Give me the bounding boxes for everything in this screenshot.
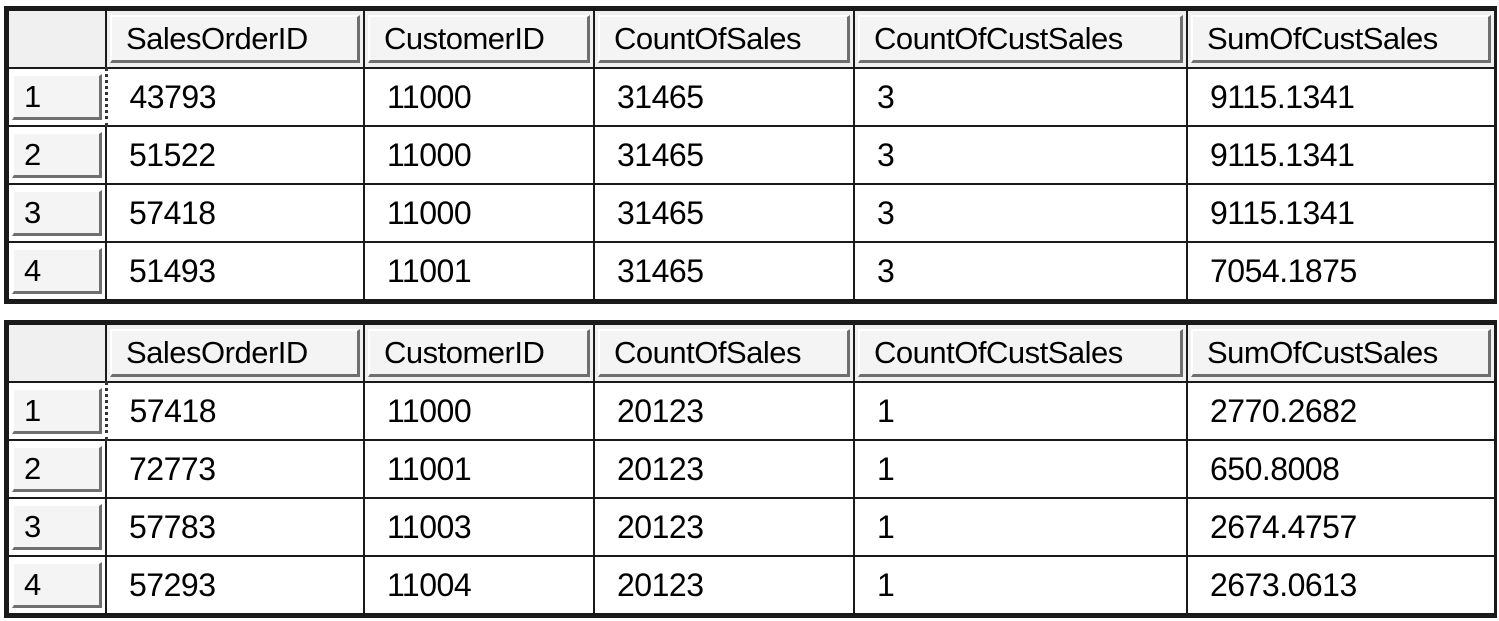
- corner-cell[interactable]: [7, 323, 107, 383]
- row-header[interactable]: 4: [7, 241, 107, 301]
- row-header[interactable]: 3: [7, 183, 107, 243]
- cell-countofsales[interactable]: 31465: [593, 241, 855, 301]
- results-table: SalesOrderID CustomerID CountOfSales Cou…: [7, 323, 1496, 615]
- column-header-salesorderid[interactable]: SalesOrderID: [105, 9, 365, 69]
- table-row: 1 57418 11000 20123 1 2770.2682: [7, 381, 1496, 441]
- table-row: 2 72773 11001 20123 1 650.8008: [7, 439, 1496, 499]
- corner-cell[interactable]: [7, 9, 107, 69]
- cell-countofcustsales[interactable]: 1: [853, 381, 1188, 441]
- header-row: SalesOrderID CustomerID CountOfSales Cou…: [7, 323, 1496, 383]
- cell-countofsales[interactable]: 31465: [593, 67, 855, 127]
- row-header[interactable]: 2: [7, 439, 107, 499]
- table-row: 3 57783 11003 20123 1 2674.4757: [7, 497, 1496, 557]
- cell-countofsales[interactable]: 20123: [593, 555, 855, 615]
- column-header-customerid[interactable]: CustomerID: [363, 9, 595, 69]
- header-row: SalesOrderID CustomerID CountOfSales Cou…: [7, 9, 1496, 69]
- cell-countofcustsales[interactable]: 3: [853, 183, 1188, 243]
- cell-customerid[interactable]: 11004: [363, 555, 595, 615]
- cell-customerid[interactable]: 11003: [363, 497, 595, 557]
- column-header-countofcustsales[interactable]: CountOfCustSales: [853, 323, 1188, 383]
- cell-sumofcustsales[interactable]: 9115.1341: [1186, 67, 1496, 127]
- cell-sumofcustsales[interactable]: 9115.1341: [1186, 125, 1496, 185]
- cell-sumofcustsales[interactable]: 7054.1875: [1186, 241, 1496, 301]
- cell-customerid[interactable]: 11000: [363, 381, 595, 441]
- cell-countofsales[interactable]: 31465: [593, 125, 855, 185]
- cell-salesorderid[interactable]: 51522: [105, 125, 365, 185]
- cell-customerid[interactable]: 11000: [363, 125, 595, 185]
- cell-salesorderid[interactable]: 72773: [105, 439, 365, 499]
- cell-sumofcustsales[interactable]: 650.8008: [1186, 439, 1496, 499]
- cell-customerid[interactable]: 11000: [363, 67, 595, 127]
- table-row: 4 57293 11004 20123 1 2673.0613: [7, 555, 1496, 615]
- cell-sumofcustsales[interactable]: 2770.2682: [1186, 381, 1496, 441]
- cell-salesorderid[interactable]: 43793: [104, 67, 365, 127]
- cell-salesorderid[interactable]: 57418: [105, 183, 365, 243]
- cell-countofsales[interactable]: 20123: [593, 381, 855, 441]
- cell-salesorderid[interactable]: 51493: [105, 241, 365, 301]
- cell-countofcustsales[interactable]: 3: [853, 125, 1188, 185]
- cell-countofcustsales[interactable]: 1: [853, 555, 1188, 615]
- row-header[interactable]: 1: [7, 381, 107, 441]
- cell-countofcustsales[interactable]: 3: [853, 67, 1188, 127]
- column-header-countofcustsales[interactable]: CountOfCustSales: [853, 9, 1188, 69]
- cell-countofsales[interactable]: 20123: [593, 439, 855, 499]
- cell-customerid[interactable]: 11001: [363, 439, 595, 499]
- cell-salesorderid[interactable]: 57293: [105, 555, 365, 615]
- cell-countofcustsales[interactable]: 3: [853, 241, 1188, 301]
- results-grid-2: SalesOrderID CustomerID CountOfSales Cou…: [4, 320, 1497, 618]
- row-header[interactable]: 4: [7, 555, 107, 615]
- cell-sumofcustsales[interactable]: 9115.1341: [1186, 183, 1496, 243]
- cell-sumofcustsales[interactable]: 2673.0613: [1186, 555, 1496, 615]
- column-header-salesorderid[interactable]: SalesOrderID: [105, 323, 365, 383]
- cell-countofcustsales[interactable]: 1: [853, 439, 1188, 499]
- column-header-customerid[interactable]: CustomerID: [363, 323, 595, 383]
- row-header[interactable]: 1: [7, 67, 107, 127]
- column-header-countofsales[interactable]: CountOfSales: [593, 9, 855, 69]
- table-row: 3 57418 11000 31465 3 9115.1341: [7, 183, 1496, 243]
- column-header-countofsales[interactable]: CountOfSales: [593, 323, 855, 383]
- results-grid-1: SalesOrderID CustomerID CountOfSales Cou…: [4, 6, 1497, 304]
- cell-sumofcustsales[interactable]: 2674.4757: [1186, 497, 1496, 557]
- cell-salesorderid[interactable]: 57783: [105, 497, 365, 557]
- cell-customerid[interactable]: 11000: [363, 183, 595, 243]
- cell-countofsales[interactable]: 20123: [593, 497, 855, 557]
- cell-countofsales[interactable]: 31465: [593, 183, 855, 243]
- results-table: SalesOrderID CustomerID CountOfSales Cou…: [7, 9, 1496, 301]
- table-row: 4 51493 11001 31465 3 7054.1875: [7, 241, 1496, 301]
- row-header[interactable]: 3: [7, 497, 107, 557]
- column-header-sumofcustsales[interactable]: SumOfCustSales: [1186, 323, 1496, 383]
- cell-customerid[interactable]: 11001: [363, 241, 595, 301]
- cell-countofcustsales[interactable]: 1: [853, 497, 1188, 557]
- table-row: 1 43793 11000 31465 3 9115.1341: [7, 67, 1496, 127]
- table-row: 2 51522 11000 31465 3 9115.1341: [7, 125, 1496, 185]
- cell-salesorderid[interactable]: 57418: [104, 381, 365, 441]
- column-header-sumofcustsales[interactable]: SumOfCustSales: [1186, 9, 1496, 69]
- row-header[interactable]: 2: [7, 125, 107, 185]
